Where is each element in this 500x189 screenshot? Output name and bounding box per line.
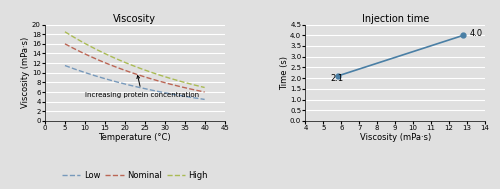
Low xyxy=(190,96,196,99)
High xyxy=(62,31,68,33)
Legend: Low, Nominal, High: Low, Nominal, High xyxy=(58,167,212,183)
Low xyxy=(194,97,200,99)
Nominal xyxy=(70,47,76,49)
Low xyxy=(68,67,73,69)
Nominal xyxy=(202,91,207,93)
Nominal xyxy=(194,89,200,92)
High xyxy=(68,34,73,36)
Y-axis label: Viscosity (mPa·s): Viscosity (mPa·s) xyxy=(22,37,30,108)
Low xyxy=(202,98,207,101)
Y-axis label: Time (s): Time (s) xyxy=(280,56,288,90)
High xyxy=(190,83,196,86)
High xyxy=(70,36,76,38)
High xyxy=(202,86,207,89)
Title: Viscosity: Viscosity xyxy=(114,14,156,24)
Nominal xyxy=(99,60,105,63)
Line: Low: Low xyxy=(65,66,204,99)
High xyxy=(88,46,94,48)
Low xyxy=(62,64,68,67)
Line: High: High xyxy=(65,32,204,88)
Low xyxy=(70,67,76,70)
Nominal xyxy=(88,56,94,58)
Nominal xyxy=(68,46,73,48)
Low xyxy=(88,73,94,76)
Text: 2.1: 2.1 xyxy=(330,74,344,83)
X-axis label: Temperature (°C): Temperature (°C) xyxy=(98,132,171,142)
Nominal xyxy=(62,43,68,45)
Text: 4.0: 4.0 xyxy=(470,29,483,38)
High xyxy=(194,85,200,87)
Line: Nominal: Nominal xyxy=(65,44,204,92)
High xyxy=(99,51,105,53)
X-axis label: Viscosity (mPa·s): Viscosity (mPa·s) xyxy=(360,132,431,142)
Low xyxy=(99,77,105,79)
Nominal xyxy=(190,88,196,91)
Title: Injection time: Injection time xyxy=(362,14,429,24)
Text: Increasing protein concentration: Increasing protein concentration xyxy=(85,76,199,98)
